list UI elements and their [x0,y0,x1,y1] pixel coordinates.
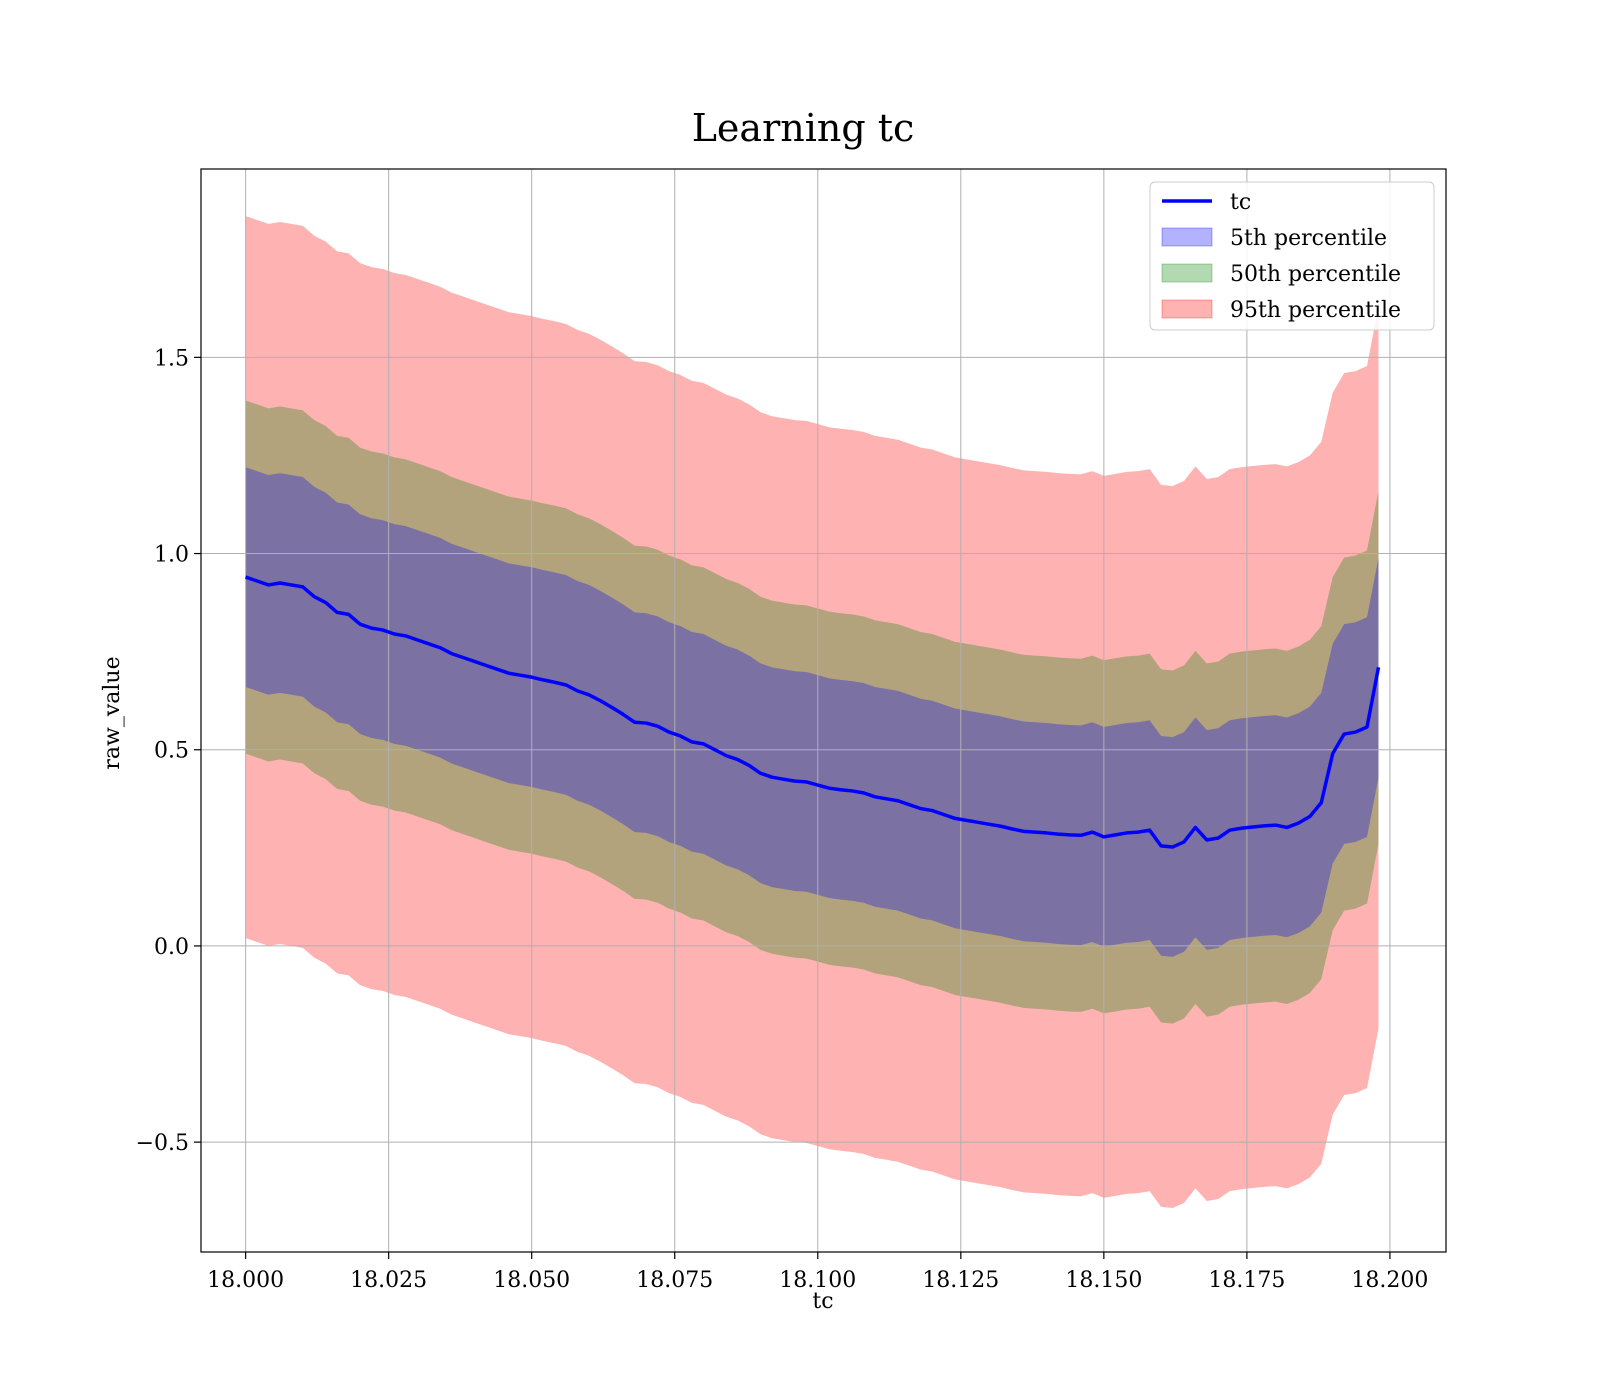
y-tick-label: 0.0 [154,935,189,960]
x-tick-label: 18.125 [922,1268,999,1293]
x-tick-label: 18.000 [207,1268,284,1293]
legend-label-5th-percentile: 5th percentile [1230,226,1387,251]
x-tick-label: 18.200 [1351,1268,1428,1293]
legend-swatch-50th-percentile [1161,263,1213,283]
x-tick-label: 18.050 [493,1268,570,1293]
x-tick-label: 18.025 [350,1268,427,1293]
y-axis: −0.5 0.0 0.5 1.0 1.5 [136,346,201,1156]
legend-box [1149,181,1435,331]
legend: tc 5th percentile 50th percentile 95th perc… [1149,181,1435,331]
y-tick-label: 1.5 [154,346,189,371]
axes-frame [200,168,1447,1253]
grid-layer [201,169,1446,1252]
legend-swatch-5th-percentile [1161,227,1213,247]
plot-area [200,168,1447,1253]
x-tick-label: 18.150 [1065,1268,1142,1293]
line-layer [245,575,1381,849]
x-tick-label: 18.100 [779,1268,856,1293]
y-tick-label: 1.0 [154,543,189,568]
legend-swatch-95th-percentile [1161,299,1213,319]
legend-label-95th-percentile: 95th percentile [1230,298,1401,323]
y-tick-label: −0.5 [136,1131,189,1156]
band-95th-percentile [245,216,1379,1209]
y-tick-label: 0.5 [154,739,189,764]
axes-background [201,169,1446,1252]
x-axis: 18.000 18.025 18.050 18.075 18.100 18.125 18.1… [207,1252,1428,1293]
legend-label-tc: tc [1230,190,1251,215]
x-axis-label: tc [812,1289,833,1314]
band-50th-percentile [245,400,1379,1024]
x-tick-label: 18.075 [636,1268,713,1293]
series-line-tc [245,575,1381,849]
legend-label-50th-percentile: 50th percentile [1230,262,1401,287]
y-axis-label: raw_value [100,656,125,769]
chart-title: Learning tc [692,106,915,150]
x-tick-label: 18.175 [1208,1268,1285,1293]
